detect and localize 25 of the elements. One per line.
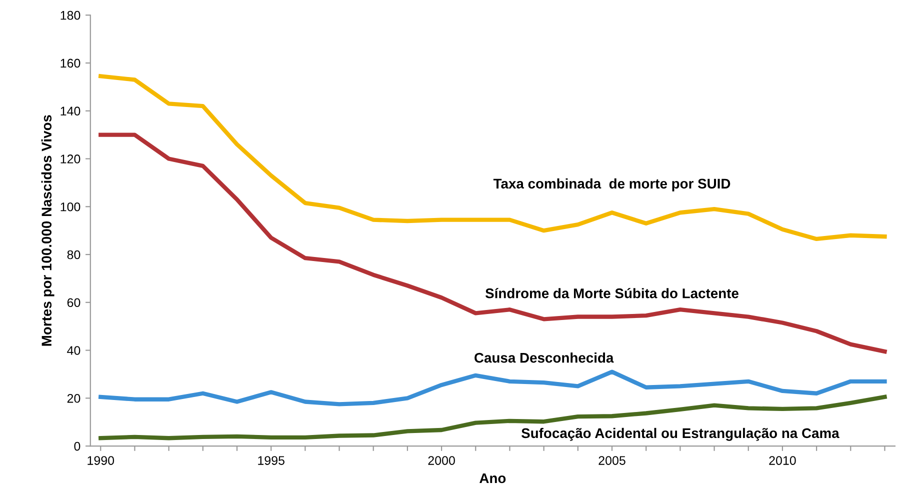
line-series [98,74,887,242]
y-axis-title: Mortes por 100.000 Nascidos Vivos [41,115,54,346]
y-tick-label: 120 [60,154,80,164]
x-tick-label: 1990 [88,456,114,465]
line-series [98,132,887,354]
x-tick-label: 2000 [428,456,455,465]
y-tick-label: 60 [67,298,80,308]
x-tick-label: 2005 [598,456,626,465]
y-tick-label: 100 [60,202,80,212]
series-label: Causa Desconhecida [474,352,614,363]
y-tick-label: 0 [74,442,80,451]
y-tick-label: 180 [60,10,80,20]
y-tick-label: 160 [60,58,80,68]
x-tick-label: 2010 [769,456,796,465]
line-series [98,394,887,440]
series-label: Taxa combinada de morte por SUID [493,178,730,192]
y-tick-label: 20 [67,394,80,403]
x-tick-label: 1995 [258,456,284,465]
x-axis-title: Ano [480,473,506,484]
series-label: Síndrome da Morte Súbita do Lactente [485,288,738,298]
y-tick-label: 140 [60,106,80,116]
y-tick-label: 40 [67,346,80,355]
y-tick-label: 80 [67,250,80,260]
series-label: Sufocação Acidental ou Estrangulação na Cama [521,428,840,441]
line-series [98,370,887,406]
